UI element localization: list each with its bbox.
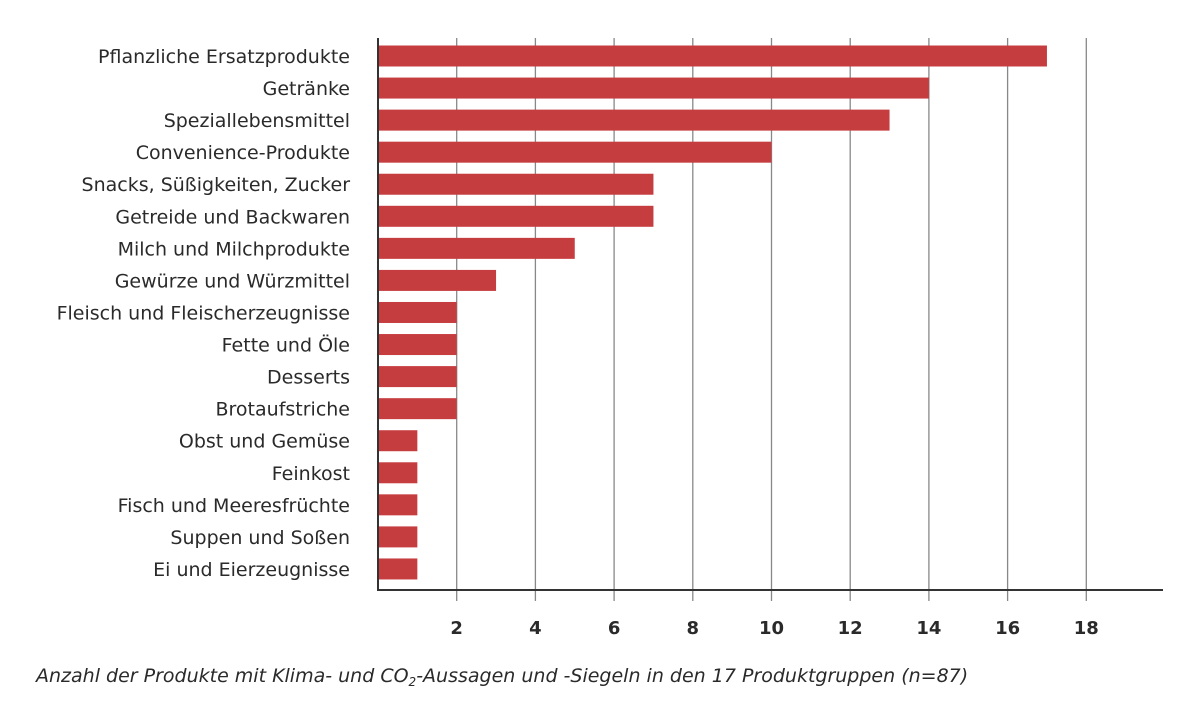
bar (378, 109, 890, 131)
category-label: Obst und Gemüse (179, 431, 350, 453)
category-label: Speziallebensmittel (164, 110, 350, 132)
x-tick-label: 14 (916, 618, 941, 639)
bar (378, 334, 457, 356)
category-label: Suppen und Soßen (170, 527, 350, 549)
bar (378, 45, 1047, 67)
category-label: Fleisch und Fleischerzeugnisse (57, 302, 350, 324)
caption-text-post: -Aussagen und -Siegeln in den 17 Produkt… (416, 665, 969, 687)
category-label: Fisch und Meeresfrüchte (118, 495, 350, 517)
category-label: Milch und Milchprodukte (118, 238, 350, 260)
caption-text-pre: Anzahl der Produkte mit Klima- und CO (36, 665, 409, 687)
bar (378, 366, 457, 388)
category-label: Ei und Eierzeugnisse (153, 559, 350, 581)
x-tick-label: 16 (995, 618, 1020, 639)
x-tick-label: 2 (450, 618, 463, 639)
category-label: Fette und Öle (222, 334, 350, 357)
caption-subscript: 2 (408, 675, 417, 689)
bar (378, 77, 929, 99)
bars (378, 45, 1047, 580)
chart-caption: Anzahl der Produkte mit Klima- und CO2-A… (36, 665, 968, 689)
x-tick-label: 8 (687, 618, 700, 639)
bar (378, 558, 418, 580)
category-label: Snacks, Süßigkeiten, Zucker (82, 174, 351, 196)
category-label: Desserts (267, 367, 350, 389)
bar (378, 398, 457, 420)
x-tick-label: 10 (759, 618, 784, 639)
bar (378, 237, 575, 259)
bar (378, 430, 418, 452)
category-label: Getränke (263, 78, 350, 100)
category-label: Brotaufstriche (216, 399, 351, 421)
category-labels: Pflanzliche Ersatzprodukte Getränke Spezia… (57, 46, 351, 581)
x-tick-label: 4 (529, 618, 542, 639)
x-tick-label: 18 (1074, 618, 1099, 639)
gridlines (456, 38, 1087, 601)
bar (378, 526, 418, 548)
category-label: Convenience-Produkte (136, 142, 350, 164)
bar (378, 269, 497, 291)
bar (378, 494, 418, 516)
bar (378, 173, 654, 195)
category-label: Feinkost (272, 463, 350, 485)
bar (378, 462, 418, 484)
category-label: Getreide und Backwaren (115, 206, 350, 228)
bar (378, 205, 654, 227)
x-tick-label: 12 (838, 618, 863, 639)
x-tick-labels: 2 4 6 8 10 12 14 16 18 (450, 618, 1098, 639)
bar (378, 301, 457, 323)
category-label: Gewürze und Würzmittel (115, 270, 350, 292)
category-label: Pflanzliche Ersatzprodukte (98, 46, 350, 68)
bar (378, 141, 772, 163)
x-tick-label: 6 (608, 618, 621, 639)
